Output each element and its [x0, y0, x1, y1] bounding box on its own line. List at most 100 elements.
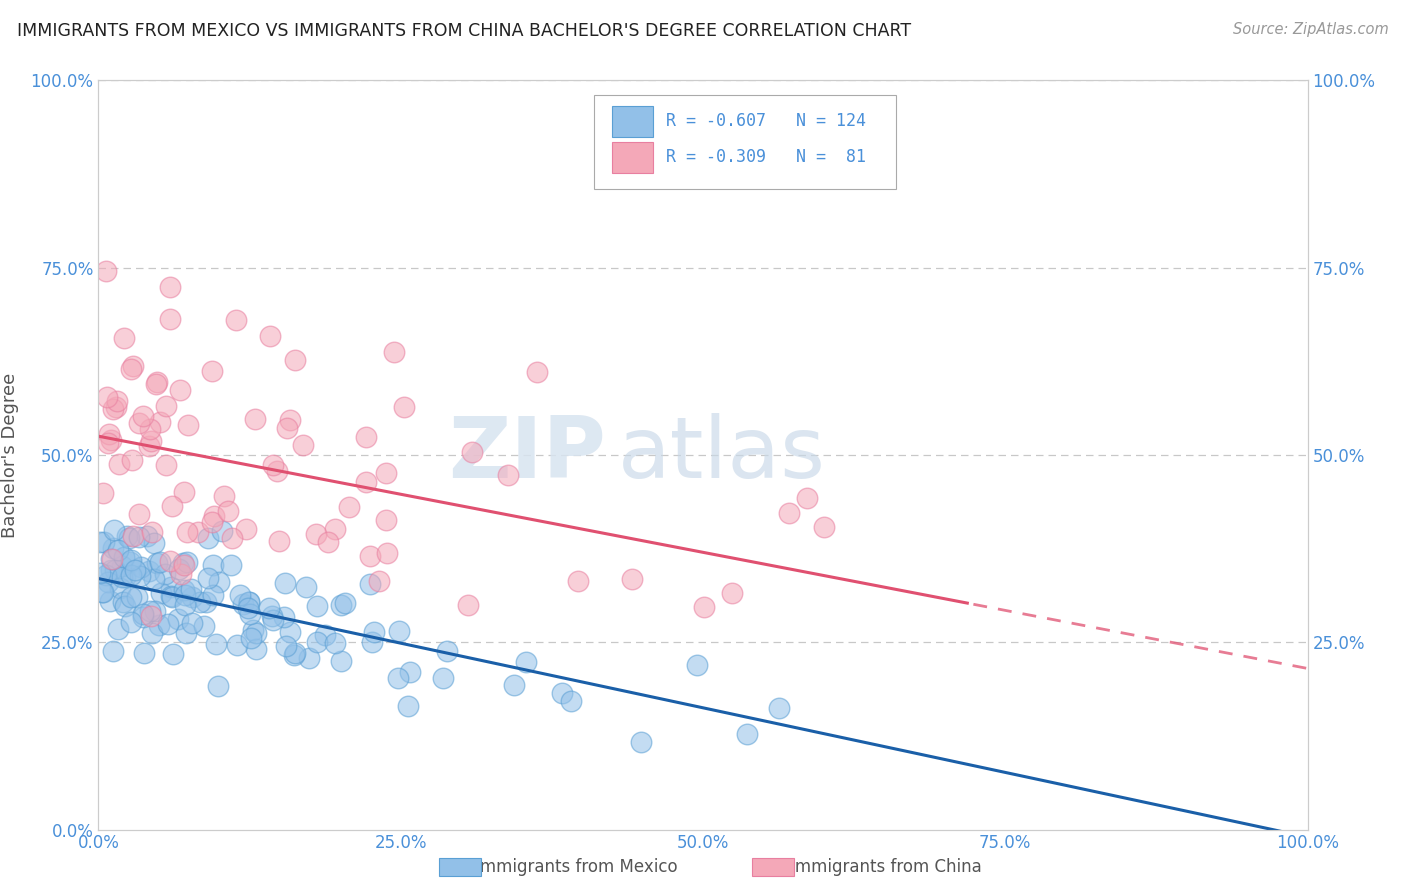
Point [195, 595, 218, 609]
Point [149, 555, 172, 569]
Point [267, 534, 290, 549]
Point [259, 329, 281, 343]
Point [778, 506, 800, 520]
Point [323, 636, 346, 650]
Point [461, 445, 484, 459]
Point [101, 541, 124, 555]
Point [121, 452, 143, 467]
Point [91, 485, 114, 500]
Point [160, 581, 183, 595]
Point [796, 491, 818, 505]
Point [120, 362, 142, 376]
Point [90, 585, 112, 599]
Point [129, 560, 152, 574]
Point [96, 567, 118, 582]
Point [97, 427, 120, 442]
Point [432, 671, 454, 685]
Point [197, 571, 219, 585]
Point [173, 558, 195, 573]
Point [316, 535, 339, 549]
Point [105, 393, 128, 408]
Point [276, 420, 298, 434]
Point [173, 485, 195, 500]
Point [173, 598, 195, 612]
Point [399, 665, 422, 679]
Point [94, 264, 117, 278]
Text: IMMIGRANTS FROM MEXICO VS IMMIGRANTS FROM CHINA BACHELOR'S DEGREE CORRELATION CH: IMMIGRANTS FROM MEXICO VS IMMIGRANTS FRO… [17, 22, 911, 40]
Point [118, 532, 141, 546]
Point [245, 642, 267, 657]
Point [173, 583, 195, 598]
Point [392, 400, 415, 414]
Point [167, 612, 190, 626]
Point [333, 596, 356, 610]
Point [169, 383, 191, 397]
Point [160, 590, 183, 604]
Point [273, 610, 295, 624]
Point [141, 625, 163, 640]
Point [120, 555, 142, 569]
Point [396, 699, 419, 714]
Point [337, 500, 360, 515]
Point [139, 422, 162, 436]
Point [128, 507, 150, 521]
Point [375, 545, 398, 559]
Point [112, 549, 135, 564]
Point [172, 556, 194, 570]
Point [101, 643, 124, 657]
Point [142, 536, 165, 550]
Point [219, 558, 242, 572]
Point [193, 619, 215, 633]
Point [176, 525, 198, 540]
Point [314, 627, 336, 641]
Point [146, 376, 169, 390]
Point [120, 568, 142, 582]
Point [114, 331, 136, 345]
Point [181, 591, 204, 605]
Point [177, 418, 200, 433]
Point [96, 390, 118, 404]
Point [387, 671, 409, 685]
Point [120, 615, 142, 629]
Point [232, 597, 254, 611]
Point [238, 595, 260, 609]
Point [167, 562, 190, 576]
Point [120, 553, 142, 567]
Point [238, 595, 260, 609]
Point [284, 352, 307, 367]
Point [110, 581, 132, 595]
Point [100, 551, 122, 566]
Point [257, 601, 280, 615]
Point [187, 524, 209, 539]
Point [266, 464, 288, 478]
Point [155, 399, 177, 413]
Point [226, 638, 249, 652]
Point [239, 632, 262, 646]
Point [159, 280, 181, 294]
Point [100, 552, 122, 566]
Point [551, 686, 574, 700]
Point [176, 555, 198, 569]
Point [225, 313, 247, 327]
Point [813, 520, 835, 534]
Point [630, 735, 652, 749]
Point [122, 359, 145, 374]
Point [201, 558, 224, 572]
Point [202, 509, 225, 524]
Point [103, 523, 125, 537]
Point [180, 582, 202, 597]
Point [93, 535, 115, 549]
Point [243, 412, 266, 426]
Point [693, 600, 716, 615]
Point [128, 416, 150, 430]
Point [496, 467, 519, 482]
Point [228, 588, 250, 602]
Point [132, 646, 155, 660]
Point [155, 458, 177, 472]
Point [274, 639, 297, 653]
Point [153, 566, 176, 581]
Point [212, 489, 235, 503]
Point [205, 637, 228, 651]
Point [139, 609, 162, 624]
Point [148, 618, 170, 632]
